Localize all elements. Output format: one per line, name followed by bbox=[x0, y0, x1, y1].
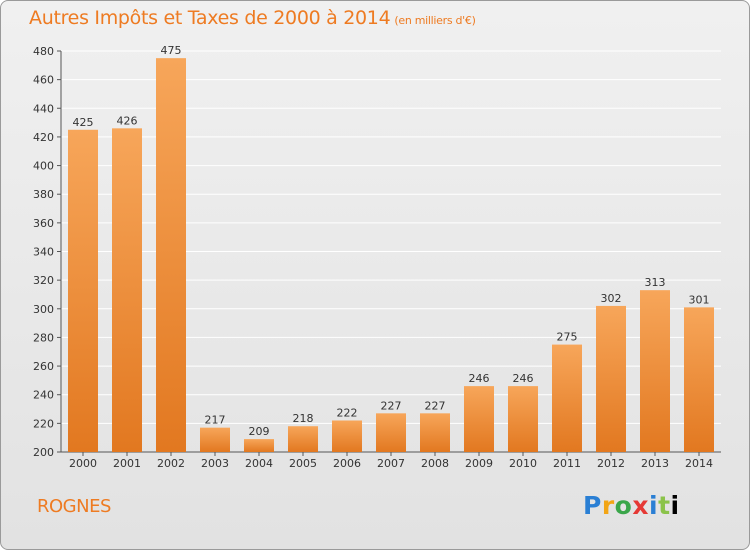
bar bbox=[244, 439, 274, 452]
x-tick-label: 2006 bbox=[333, 457, 361, 470]
y-tick-label: 380 bbox=[33, 188, 54, 201]
bar bbox=[288, 426, 318, 452]
logo-letter: i bbox=[670, 491, 680, 520]
chart-unit: (en milliers d'€) bbox=[394, 14, 476, 27]
y-tick-label: 200 bbox=[33, 446, 54, 459]
data-label: 425 bbox=[73, 116, 94, 129]
data-label: 227 bbox=[425, 399, 446, 412]
x-tick-label: 2000 bbox=[69, 457, 97, 470]
bar bbox=[508, 386, 538, 452]
bar bbox=[552, 344, 582, 452]
x-tick-label: 2008 bbox=[421, 457, 449, 470]
data-label: 246 bbox=[513, 372, 534, 385]
data-label: 222 bbox=[337, 406, 358, 419]
bar bbox=[596, 305, 626, 452]
y-tick-label: 480 bbox=[33, 45, 54, 58]
y-tick-label: 240 bbox=[33, 389, 54, 402]
y-tick-label: 320 bbox=[33, 274, 54, 287]
data-label: 209 bbox=[249, 425, 270, 438]
x-tick-label: 2004 bbox=[245, 457, 273, 470]
data-label: 246 bbox=[469, 372, 490, 385]
data-label: 227 bbox=[381, 399, 402, 412]
y-tick-label: 360 bbox=[33, 217, 54, 230]
bar bbox=[640, 290, 670, 452]
bar bbox=[684, 307, 714, 452]
y-tick-label: 400 bbox=[33, 160, 54, 173]
data-label: 475 bbox=[161, 44, 182, 57]
data-label: 426 bbox=[117, 114, 138, 127]
y-tick-label: 420 bbox=[33, 131, 54, 144]
logo-letter: x bbox=[632, 491, 649, 520]
x-tick-label: 2003 bbox=[201, 457, 229, 470]
data-label: 218 bbox=[293, 412, 314, 425]
bar bbox=[420, 413, 450, 452]
region-name: ROGNES bbox=[37, 496, 111, 517]
x-tick-label: 2005 bbox=[289, 457, 317, 470]
x-tick-label: 2014 bbox=[685, 457, 713, 470]
bar bbox=[464, 386, 494, 452]
x-tick-label: 2001 bbox=[113, 457, 141, 470]
y-tick-label: 440 bbox=[33, 102, 54, 115]
y-tick-label: 300 bbox=[33, 303, 54, 316]
logo-letter: r bbox=[601, 491, 615, 520]
proxiti-logo: Proxiti bbox=[583, 491, 680, 520]
x-tick-label: 2009 bbox=[465, 457, 493, 470]
y-tick-label: 280 bbox=[33, 331, 54, 344]
bar bbox=[68, 129, 98, 452]
data-label: 313 bbox=[645, 276, 666, 289]
logo-letter: i bbox=[649, 491, 659, 520]
x-tick-label: 2012 bbox=[597, 457, 625, 470]
y-tick-label: 260 bbox=[33, 360, 54, 373]
x-tick-label: 2013 bbox=[641, 457, 669, 470]
y-tick-label: 460 bbox=[33, 74, 54, 87]
logo-letter: P bbox=[583, 491, 602, 520]
logo-letter: t bbox=[658, 491, 671, 520]
data-label: 217 bbox=[205, 414, 226, 427]
bar bbox=[156, 58, 186, 453]
data-label: 302 bbox=[601, 292, 622, 305]
logo-letter: o bbox=[614, 491, 633, 520]
x-tick-label: 2011 bbox=[553, 457, 581, 470]
x-tick-label: 2007 bbox=[377, 457, 405, 470]
y-tick-label: 220 bbox=[33, 417, 54, 430]
bar bbox=[200, 427, 230, 452]
x-tick-label: 2010 bbox=[509, 457, 537, 470]
bar bbox=[332, 420, 362, 452]
bar bbox=[376, 413, 406, 452]
bar bbox=[112, 128, 142, 452]
data-label: 301 bbox=[689, 293, 710, 306]
y-tick-label: 340 bbox=[33, 246, 54, 259]
data-label: 275 bbox=[557, 331, 578, 344]
chart-title: Autres Impôts et Taxes de 2000 à 2014 (en… bbox=[29, 7, 476, 29]
chart-title-text: Autres Impôts et Taxes de 2000 à 2014 bbox=[29, 7, 391, 29]
x-tick-label: 2002 bbox=[157, 457, 185, 470]
